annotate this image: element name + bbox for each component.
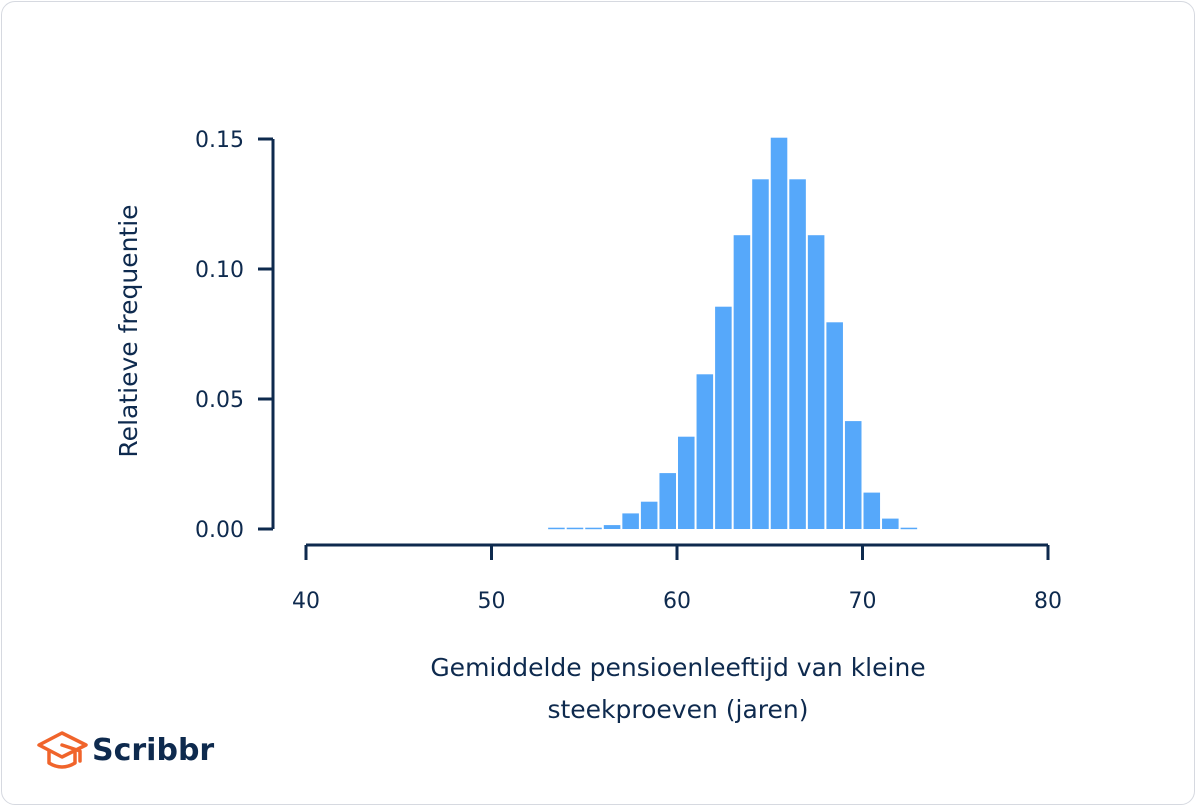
y-tick-label: 0.10	[195, 258, 244, 283]
histogram-bar	[696, 374, 714, 529]
y-axis-title: Relatieve frequentie	[114, 204, 143, 457]
histogram-bar	[882, 518, 899, 529]
scribbr-logo: Scribbr	[37, 731, 214, 769]
x-tick-label: 40	[292, 589, 320, 614]
histogram-bar	[770, 137, 788, 529]
histogram-bar	[603, 525, 621, 529]
histogram-bar	[752, 179, 769, 530]
x-axis-title-line-2: steekproeven (jaren)	[547, 695, 808, 724]
histogram-bar	[585, 527, 602, 530]
x-tick-label: 50	[478, 589, 506, 614]
histogram-bar	[566, 527, 584, 530]
y-tick-label: 0.15	[195, 128, 244, 153]
histogram-bar	[678, 436, 695, 529]
histogram-bar	[733, 235, 751, 529]
histogram-bar	[807, 235, 825, 529]
y-ticks-group: 0.00 0.05 0.10 0.15	[195, 128, 273, 543]
x-ticks-group: 40 50 60 70 80	[292, 545, 1062, 614]
x-tick-label: 60	[663, 589, 691, 614]
histogram-bar	[789, 179, 806, 530]
brand-name: Scribbr	[92, 733, 214, 768]
histogram-bar	[844, 421, 862, 529]
histogram-bar	[548, 527, 565, 530]
histogram-bar	[826, 322, 843, 529]
y-tick-label: 0.05	[195, 388, 244, 413]
y-tick-label: 0.00	[195, 518, 244, 543]
histogram-bar	[622, 513, 639, 529]
histogram-bar	[863, 492, 881, 529]
x-tick-label: 80	[1034, 589, 1062, 614]
x-axis-title-line-1: Gemiddelde pensioenleeftijd van kleine	[430, 653, 925, 682]
graduation-cap-icon	[37, 731, 88, 769]
histogram-bar	[640, 501, 658, 529]
histogram-bar	[715, 306, 732, 529]
histogram-bar	[659, 473, 676, 529]
bars-group	[548, 137, 918, 530]
x-tick-label: 70	[849, 589, 877, 614]
histogram-bar	[900, 527, 918, 530]
